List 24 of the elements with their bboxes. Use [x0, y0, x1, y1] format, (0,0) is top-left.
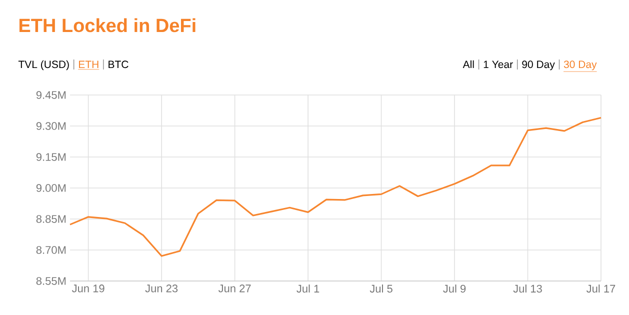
x-tick-label: Jun 27 [218, 284, 251, 292]
x-tick-label: Jul 1 [296, 284, 320, 293]
y-tick-label: 8.70M [36, 246, 66, 254]
x-tick-label: Jun 23 [145, 284, 178, 292]
y-tick-label: 8.55M [36, 277, 66, 285]
x-tick-label: Jul 17 [586, 284, 616, 293]
text: All [462, 60, 474, 68]
x-tick-label: Jun 19 [72, 284, 104, 292]
x-tick-label: Jul 13 [513, 284, 542, 293]
y-tick-label: 9.00M [36, 184, 66, 192]
x-tick-label: Jul 5 [370, 284, 392, 293]
text: 30 Day [564, 60, 597, 70]
y-tick-label: 9.30M [36, 122, 66, 130]
chart-title: ETH Locked in DeFi [19, 18, 196, 32]
text: 90 Day [522, 60, 555, 70]
text: BTC [108, 60, 128, 68]
x-tick-label: Jul 9 [443, 284, 466, 293]
line-series [69, 116, 602, 257]
y-tick-label: 9.45M [36, 91, 66, 99]
y-tick-label: 9.15M [36, 153, 66, 161]
text: TVL (USD) [18, 60, 69, 70]
y-tick-label: 8.85M [36, 215, 66, 223]
text: 1 Year [484, 60, 513, 68]
text: ETH [79, 60, 98, 68]
